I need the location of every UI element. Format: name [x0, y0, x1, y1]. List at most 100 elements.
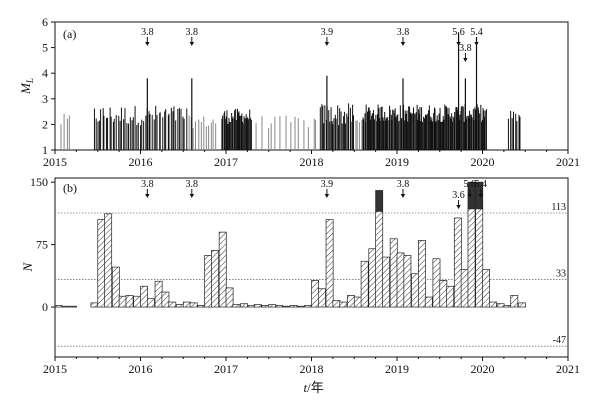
count-bar: [197, 305, 206, 308]
count-bar: [432, 258, 441, 308]
event-magnitude-label: 3.9: [321, 27, 334, 38]
count-bar: [411, 273, 420, 308]
panel-b-ticks: 2015 2016 2017 2018 2019 2020 2021 0 75 150: [30, 175, 580, 376]
event-magnitude-label: 3.8: [459, 43, 472, 54]
count-bar: [510, 295, 519, 308]
count-bar: [69, 305, 78, 308]
count-bar: [118, 295, 127, 308]
x-tick-label: 2018: [300, 362, 324, 376]
panel-a-label: (a): [63, 27, 76, 41]
count-bar: [396, 252, 405, 308]
event-arrow-head: [189, 42, 194, 46]
event-magnitude-label: 3.8: [397, 179, 410, 190]
count-bar: [460, 269, 469, 308]
count-bar: [176, 304, 184, 308]
count-bar: [482, 269, 490, 308]
event-magnitude-label: 5.6: [452, 27, 465, 38]
count-bar: [403, 255, 412, 308]
count-bar: [261, 305, 270, 308]
count-bar: [317, 288, 326, 308]
count-bar: [182, 301, 191, 308]
x-tick-label: 2020: [471, 155, 495, 169]
count-bar: [347, 295, 355, 308]
count-bar: [168, 301, 177, 308]
y-tick-label: 75: [36, 238, 48, 252]
event-arrow-head: [400, 42, 406, 46]
count-bar: [289, 305, 298, 308]
y-tick-label: 4: [42, 66, 48, 80]
panel-b-bars: [54, 181, 526, 308]
x-label-main: t: [304, 380, 308, 395]
count-bar: [488, 301, 497, 308]
count-bar: [389, 238, 398, 308]
count-bar: [304, 305, 313, 308]
y-tick-label: 6: [42, 15, 48, 29]
event-arrow-head: [478, 194, 483, 198]
count-bar: [339, 301, 348, 308]
count-bar: [218, 231, 227, 308]
panel-a-y-axis-label: ML: [18, 78, 35, 95]
x-tick-label: 2016: [129, 155, 153, 169]
count-bar-excess: [467, 181, 476, 210]
count-bar: [353, 296, 362, 308]
event-arrow-head: [474, 42, 479, 46]
event-magnitude-label: 3.6: [452, 190, 465, 201]
count-bar: [61, 305, 70, 308]
y-tick-label: 1: [42, 143, 48, 157]
panel-b-y-axis-label: N: [20, 262, 35, 273]
event-magnitude-label: 3.8: [141, 179, 154, 190]
count-bar: [424, 296, 433, 308]
count-bar-excess: [475, 181, 484, 210]
count-bar: [368, 248, 377, 308]
event-arrow-head: [467, 194, 472, 198]
panel-b-annotations: 3.8 3.8 3.9 3.8 5.63.6 5.4: [141, 179, 487, 209]
count-bar: [161, 291, 170, 308]
reference-line-label: -47: [553, 335, 566, 346]
y-tick-label: 5: [42, 41, 48, 55]
y-tick-label: 0: [42, 300, 48, 314]
count-bar: [268, 304, 277, 308]
panel-a-ticks: 2015 2016 2017 2018 2019 2020 2021 1 2 3 4 5 6: [42, 15, 580, 169]
reference-line-label: 113: [551, 202, 566, 213]
count-bar: [375, 210, 384, 308]
count-bar: [146, 298, 155, 308]
x-tick-label: 2021: [556, 362, 580, 376]
x-tick-label: 2019: [385, 362, 409, 376]
count-bar: [453, 217, 462, 308]
x-tick-label: 2016: [129, 362, 153, 376]
x-tick-label: 2015: [43, 155, 67, 169]
count-bar: [311, 280, 319, 308]
count-bar: [225, 287, 234, 308]
event-magnitude-label: 5.4: [475, 179, 488, 190]
count-bar: [240, 303, 249, 308]
count-bar: [518, 302, 526, 308]
x-tick-label: 2017: [214, 155, 238, 169]
panel-b-x-axis-label: t/年: [304, 380, 324, 395]
count-bar: [253, 304, 262, 308]
x-label-unit: /年: [307, 380, 324, 395]
count-bar: [382, 256, 390, 308]
count-bar: [360, 260, 369, 308]
y-label-subscript: L: [25, 78, 35, 84]
count-bar: [54, 305, 63, 308]
panel-a-annotations: 3.8 3.8 3.9 3.8 5.6 3.8 5.4: [141, 27, 483, 62]
count-bar: [296, 305, 305, 308]
count-bar: [204, 255, 213, 308]
count-bar: [133, 295, 142, 308]
event-magnitude-label: 3.8: [397, 27, 410, 38]
event-arrow-head: [145, 42, 150, 46]
event-magnitude-label: 3.8: [141, 27, 154, 38]
x-tick-label: 2019: [385, 155, 409, 169]
count-bar: [97, 219, 106, 308]
x-tick-label: 2017: [214, 362, 238, 376]
event-arrow-head: [456, 205, 461, 209]
panel-b-monthly-count: 113 33 -47 2015 2016 2017 2018 2019 2020 2021 0 75…: [20, 175, 580, 395]
count-bar: [439, 280, 448, 308]
panel-b-reference-lines: 113 33 -47: [55, 202, 568, 347]
count-bar: [446, 285, 455, 308]
count-bar: [232, 304, 241, 308]
panel-b-frame: [54, 177, 569, 358]
y-tick-label: 3: [42, 92, 48, 106]
y-label-main: M: [18, 82, 33, 95]
event-magnitude-label: 5.6: [463, 179, 476, 190]
